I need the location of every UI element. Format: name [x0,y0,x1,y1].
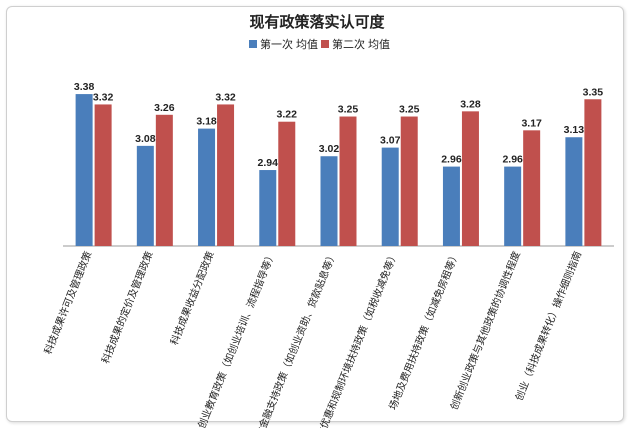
plot-area: 3.383.32科技成果许可及管理政策3.083.26科技成果的定价及管理政策3… [41,81,614,428]
bar-series-1-2 [136,145,154,246]
bar-series-1-5 [320,156,338,246]
value-label-series-2-2: 3.26 [154,102,175,114]
value-label-series-1-9: 3.13 [564,124,585,136]
bar-series-2-5 [339,116,357,247]
legend-swatch-series-2 [321,40,329,48]
value-label-series-1-3: 3.18 [196,116,217,128]
value-label-series-2-3: 3.32 [215,91,236,103]
bar-series-2-3 [217,104,235,246]
bar-series-2-8 [523,130,541,246]
value-label-series-2-8: 3.17 [521,117,542,129]
bar-series-1-4 [259,170,277,246]
chart-title: 现有政策落实认可度 [249,13,385,31]
value-label-series-2-7: 3.28 [460,98,481,110]
bar-series-2-7 [461,111,479,246]
value-label-series-2-9: 3.35 [583,86,604,98]
value-label-series-2-6: 3.25 [399,104,420,116]
bar-series-2-1 [94,104,112,246]
value-label-series-1-2: 3.08 [135,133,156,145]
x-tick-label-9: 创业（科技成果转化）操作细则指南 [512,249,584,402]
value-label-series-1-5: 3.02 [319,143,340,155]
bar-series-2-6 [400,116,418,247]
bar-series-1-9 [565,137,583,246]
bar-series-1-3 [198,128,216,246]
value-label-series-2-4: 3.22 [277,109,298,121]
legend: 第一次 均值 第二次 均值 [249,37,390,51]
bar-series-2-2 [155,114,173,246]
x-tick-label-1: 科技成果许可及管理政策 [41,249,94,356]
bar-series-2-4 [278,121,296,246]
x-tick-label-7: 场地及费用扶持政策（如减免房租等） [386,249,462,411]
x-tick-label-2: 科技成果的定价及管理政策 [99,249,156,365]
bar-series-1-6 [381,147,399,246]
value-label-series-2-5: 3.25 [338,104,359,116]
x-tick-label-3: 科技成果收益分配政策 [167,249,217,347]
value-label-series-1-8: 2.96 [502,154,523,166]
bar-series-2-9 [584,99,602,247]
value-label-series-1-1: 3.38 [74,81,95,93]
value-label-series-1-4: 2.94 [258,157,279,169]
legend-label-series-1: 第一次 均值 [260,37,318,51]
bar-series-1-8 [504,166,522,246]
bar-series-1-1 [75,94,93,246]
value-label-series-1-6: 3.07 [380,135,401,147]
value-label-series-2-1: 3.32 [93,91,114,103]
value-label-series-1-7: 2.96 [441,154,462,166]
legend-label-series-2: 第二次 均值 [332,37,390,51]
legend-swatch-series-1 [249,40,257,48]
x-tick-label-8: 创新创业政策与其他政策的协调性程度 [447,249,523,411]
bar-series-1-7 [442,166,460,246]
